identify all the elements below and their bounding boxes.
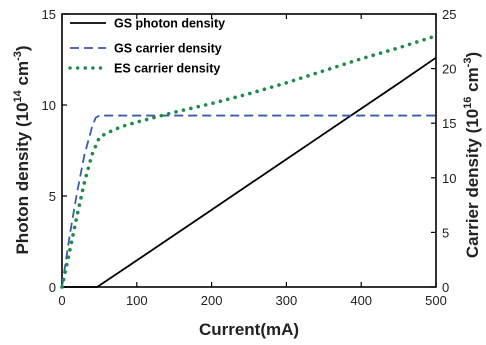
x-tick-label: 400 bbox=[350, 293, 372, 308]
x-tick-label: 100 bbox=[126, 293, 148, 308]
right-y-tick-label: 25 bbox=[442, 7, 456, 22]
series-line-es-carrier-density bbox=[60, 34, 438, 289]
series-line-gs-photon-density bbox=[62, 56, 437, 288]
series-line-gs-carrier-density bbox=[61, 114, 436, 288]
left-y-tick-label: 5 bbox=[49, 189, 56, 204]
legend-label-gs-carrier: GS carrier density bbox=[114, 42, 222, 56]
legend-label-gs-photon: GS photon density bbox=[114, 17, 225, 31]
legend: GS photon density GS carrier density ES … bbox=[68, 17, 225, 76]
right-y-tick-label: 0 bbox=[442, 280, 449, 295]
left-y-tick-label: 15 bbox=[42, 7, 56, 22]
left-y-tick-label: 10 bbox=[42, 98, 56, 113]
left-y-tick-label: 0 bbox=[49, 280, 56, 295]
right-y-tick-label: 5 bbox=[442, 225, 449, 240]
x-axis-title: Current(mA) bbox=[199, 320, 299, 339]
right-axis-title: Carrier density (1016 cm-3) bbox=[462, 52, 482, 258]
x-tick-label: 500 bbox=[425, 293, 447, 308]
data-series bbox=[60, 34, 438, 289]
right-y-tick-label: 15 bbox=[442, 116, 456, 131]
plot-area bbox=[61, 13, 437, 288]
legend-label-es-carrier: ES carrier density bbox=[114, 62, 220, 76]
x-tick-label: 0 bbox=[58, 293, 65, 308]
right-y-tick-label: 20 bbox=[442, 62, 456, 77]
x-tick-label: 200 bbox=[201, 293, 223, 308]
left-axis-title: Photon density (1014 cm-3) bbox=[12, 45, 32, 254]
x-tick-label: 300 bbox=[276, 293, 298, 308]
right-y-tick-label: 10 bbox=[442, 171, 456, 186]
